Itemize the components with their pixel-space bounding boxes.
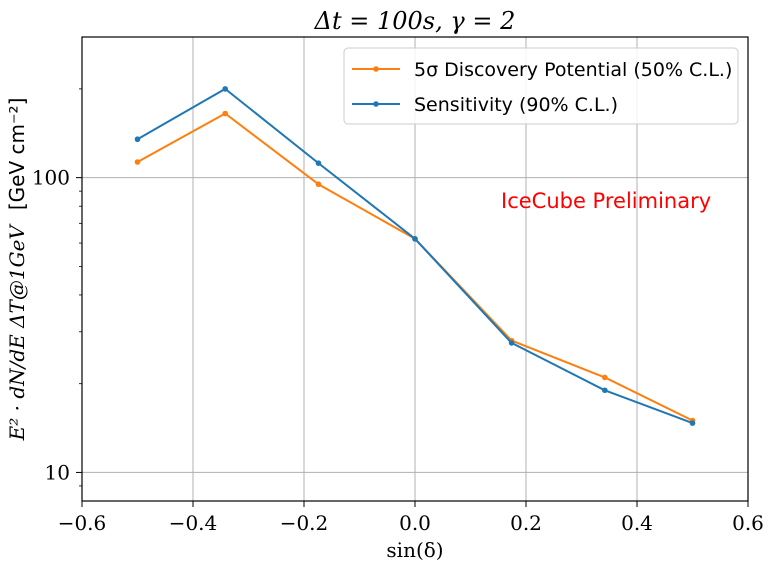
legend-entry: 5σ Discovery Potential (50% C.L.)	[352, 59, 732, 81]
legend-marker	[373, 101, 379, 107]
x-tick-label: 0.0	[399, 511, 431, 535]
legend-marker	[373, 66, 379, 72]
chart-title: Δt = 100s, γ = 2	[314, 7, 516, 35]
data-point	[412, 236, 418, 242]
y-axis-label: E² · dN/dE ΔT@1GeV [GeV cm⁻²]	[5, 98, 29, 442]
data-point	[508, 340, 515, 346]
legend-entry: Sensitivity (90% C.L.)	[352, 94, 618, 116]
data-point	[602, 387, 608, 394]
data-point	[315, 160, 322, 166]
x-tick-label: −0.2	[280, 511, 329, 535]
x-tick-label: −0.4	[169, 511, 218, 535]
legend-label: Sensitivity (90% C.L.)	[414, 94, 618, 116]
icecube-preliminary-annotation: IceCube Preliminary	[501, 189, 711, 213]
data-point	[134, 136, 141, 143]
y-axis-label-main: E² · dN/dE ΔT@1GeV	[5, 223, 29, 442]
y-tick-label: 100	[32, 166, 70, 190]
x-tick-label: 0.6	[732, 511, 764, 535]
series-layer	[134, 86, 696, 426]
legend-label: 5σ Discovery Potential (50% C.L.)	[414, 59, 732, 81]
series-1	[134, 86, 696, 426]
svg-text:E² · dN/dE ΔT@1GeV [GeV: E² · dN/dE ΔT@1GeV [GeV cm⁻²]	[5, 98, 29, 442]
data-point	[602, 374, 608, 381]
data-point	[689, 420, 696, 426]
y-tick-label: 10	[45, 460, 70, 484]
data-point	[222, 110, 228, 117]
legend: 5σ Discovery Potential (50% C.L.) Sensiti…	[343, 47, 739, 125]
ticks: −0.6 −0.4 −0.2 0.0 0.2 0.4 0.6 10 100	[32, 88, 764, 535]
data-point	[134, 159, 141, 165]
data-point	[222, 86, 228, 92]
y-axis-label-unit: [GeV cm⁻²]	[5, 98, 29, 211]
data-point	[315, 181, 322, 188]
x-tick-label: 0.2	[510, 511, 542, 535]
x-tick-label: −0.6	[58, 511, 107, 535]
x-axis-label: sin(δ)	[386, 538, 443, 562]
legend-box	[343, 47, 739, 125]
x-tick-label: 0.4	[621, 511, 653, 535]
